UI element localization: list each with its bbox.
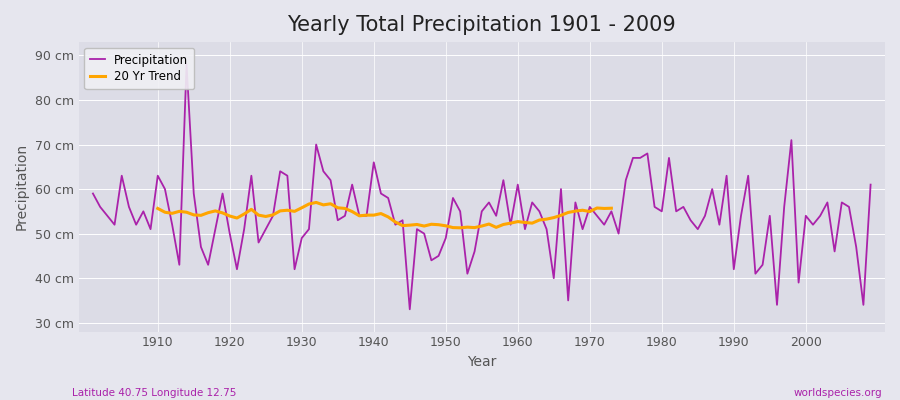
Precipitation <box>87 191 98 196</box>
Line: 20 Yr Trend: 20 Yr Trend <box>158 202 611 228</box>
20 Yr Trend <box>152 206 163 211</box>
20 Yr Trend <box>310 200 321 205</box>
20 Yr Trend <box>454 226 465 230</box>
20 Yr Trend <box>462 225 472 230</box>
X-axis label: Year: Year <box>467 355 497 369</box>
Y-axis label: Precipitation: Precipitation <box>15 143 29 230</box>
20 Yr Trend <box>447 225 458 230</box>
Text: worldspecies.org: worldspecies.org <box>794 388 882 398</box>
Precipitation <box>181 62 192 67</box>
Precipitation <box>613 231 624 236</box>
20 Yr Trend <box>382 214 393 219</box>
Line: Precipitation: Precipitation <box>93 64 870 309</box>
Precipitation <box>526 200 537 205</box>
Precipitation <box>865 182 876 187</box>
Precipitation <box>519 227 530 232</box>
Title: Yearly Total Precipitation 1901 - 2009: Yearly Total Precipitation 1901 - 2009 <box>287 15 676 35</box>
20 Yr Trend <box>411 222 422 227</box>
20 Yr Trend <box>346 209 357 214</box>
Precipitation <box>354 213 364 218</box>
Precipitation <box>145 227 156 232</box>
Precipitation <box>404 307 415 312</box>
Legend: Precipitation, 20 Yr Trend: Precipitation, 20 Yr Trend <box>85 48 194 89</box>
20 Yr Trend <box>606 206 616 211</box>
20 Yr Trend <box>210 208 220 213</box>
Precipitation <box>310 142 321 147</box>
Text: Latitude 40.75 Longitude 12.75: Latitude 40.75 Longitude 12.75 <box>72 388 237 398</box>
